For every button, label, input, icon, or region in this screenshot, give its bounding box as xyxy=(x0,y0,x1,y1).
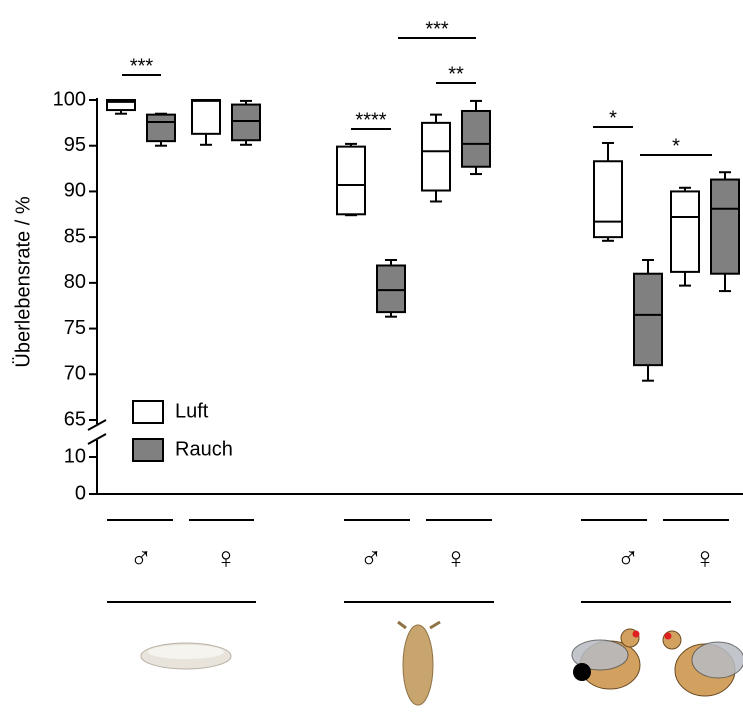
x-category-label: ♂ xyxy=(360,542,383,575)
significance-label: ** xyxy=(448,63,464,85)
box xyxy=(191,99,221,135)
y-tick-label: 70 xyxy=(64,363,86,385)
y-tick-label: 95 xyxy=(64,134,86,156)
box xyxy=(633,272,663,367)
axis-break xyxy=(87,419,107,431)
box xyxy=(461,109,491,168)
box xyxy=(421,121,451,192)
significance-label: *** xyxy=(425,18,449,40)
y-axis-label: Überlebensrate / % xyxy=(12,196,34,367)
legend-label: Luft xyxy=(175,400,209,422)
box xyxy=(106,99,136,112)
box xyxy=(670,190,700,273)
y-tick-label: 90 xyxy=(64,180,86,202)
y-tick-label: 85 xyxy=(64,225,86,247)
significance-label: *** xyxy=(130,55,154,77)
significance-label: * xyxy=(609,107,617,129)
box xyxy=(376,264,406,314)
y-tick-label: 80 xyxy=(64,271,86,293)
y-tick-label: 75 xyxy=(64,317,86,339)
legend-swatch xyxy=(132,438,164,462)
y-tick-label: 0 xyxy=(75,482,86,504)
box xyxy=(593,160,623,239)
box xyxy=(710,178,740,275)
box xyxy=(336,145,366,216)
fly-icon xyxy=(571,628,743,697)
y-tick-label: 65 xyxy=(64,408,86,430)
axis-break xyxy=(87,433,107,445)
legend-label: Rauch xyxy=(175,438,233,460)
box xyxy=(231,103,261,142)
pupa-icon xyxy=(397,620,441,706)
group-lines xyxy=(107,519,731,603)
y-tick-label: 100 xyxy=(53,88,86,110)
x-category-label: ♀ xyxy=(215,542,238,575)
box xyxy=(146,113,176,143)
x-category-label: ♀ xyxy=(445,542,468,575)
significance-label: * xyxy=(672,135,680,157)
x-category-label: ♀ xyxy=(694,542,717,575)
x-category-label: ♂ xyxy=(130,542,153,575)
larva-icon xyxy=(140,642,232,670)
significance-label: **** xyxy=(355,109,386,131)
y-tick-label: 10 xyxy=(64,445,86,467)
legend-swatch xyxy=(132,400,164,424)
x-category-label: ♂ xyxy=(617,542,640,575)
